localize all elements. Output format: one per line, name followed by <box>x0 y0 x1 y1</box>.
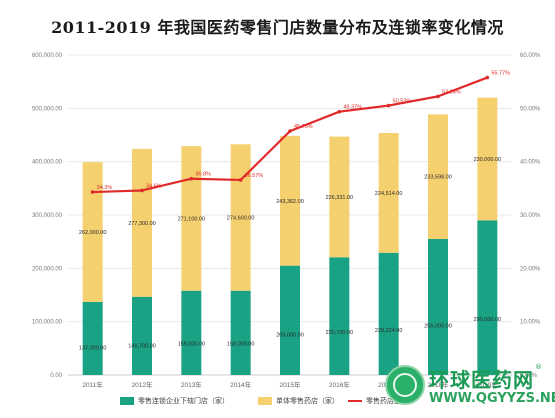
watermark-url: WWW.QGYYZS.NET <box>429 391 555 406</box>
y2-tick-label: 60.00% <box>520 53 541 59</box>
legend-item-chain: 零售连锁企业下辖门店（家） <box>120 393 229 409</box>
y2-tick-label: 40.00% <box>520 160 541 166</box>
data-label-single: 226,331.00 <box>326 195 354 201</box>
data-label-rate: 36.57% <box>245 173 264 179</box>
legend-item-rate: 零售药店连锁率 <box>348 393 415 409</box>
data-label-rate: 50.52% <box>393 99 412 105</box>
data-label-chain: 255,000.00 <box>424 323 452 329</box>
data-label-chain: 146,700.00 <box>128 344 156 350</box>
data-label-chain: 290,000.00 <box>474 317 502 323</box>
bar-chain <box>378 252 399 375</box>
data-label-single: 243,362.00 <box>276 199 304 205</box>
chart-legend: 零售连锁企业下辖门店（家） 单体零售药店（家） 零售药店连锁率 <box>60 393 415 409</box>
point-rate <box>386 103 391 108</box>
data-label-chain: 220,700.00 <box>326 330 354 336</box>
bar-chain <box>181 290 202 375</box>
data-label-single: 277,300.00 <box>128 221 156 227</box>
y-tick-label: 500,000.00 <box>32 106 63 112</box>
x-tick-label: 2019年 <box>477 380 498 389</box>
bar-single <box>82 162 103 302</box>
bar-chain <box>329 257 350 375</box>
bar-single <box>329 136 350 258</box>
data-label-single: 274,600.00 <box>227 216 255 222</box>
bar-single <box>280 135 300 266</box>
watermark: 环球医药网 ® WWW.QGYYZS.NET <box>385 363 555 413</box>
point-rate <box>337 109 342 114</box>
legend-swatch-rate <box>348 400 362 402</box>
data-label-single: 230,000.00 <box>474 157 502 163</box>
y2-tick-label: 0.00% <box>520 373 538 379</box>
y2-tick-label: 30.00% <box>520 213 541 219</box>
x-tick-label: 2013年 <box>181 380 202 389</box>
point-rate <box>90 190 95 194</box>
data-label-single: 262,000.00 <box>79 230 107 236</box>
bar-single <box>428 114 448 239</box>
bar-chain <box>132 296 152 375</box>
data-label-rate: 36.8% <box>195 172 211 178</box>
point-rate <box>436 94 440 99</box>
point-rate <box>189 176 194 181</box>
legend-swatch-chain <box>120 397 134 405</box>
y2-tick-label: 50.00% <box>520 106 541 112</box>
data-label-single: 224,514.00 <box>375 191 403 197</box>
data-label-chain: 158,000.00 <box>178 342 206 348</box>
watermark-logo-icon <box>385 365 425 405</box>
legend-swatch-single <box>258 397 272 405</box>
y-tick-label: 0.00 <box>50 373 62 379</box>
point-rate <box>238 178 243 182</box>
watermark-registered-mark: ® <box>535 363 542 371</box>
data-label-single: 271,100.00 <box>178 216 206 222</box>
data-label-rate: 34.3% <box>97 185 113 191</box>
watermark-name: 环球医药网 <box>429 368 534 392</box>
y-tick-label: 100,000.00 <box>32 320 63 326</box>
bar-chain <box>428 239 448 375</box>
bar-chain <box>280 265 300 375</box>
data-label-rate: 45.73% <box>294 124 313 130</box>
y2-tick-label: 10.00% <box>520 320 541 326</box>
legend-label-rate: 零售药店连锁率 <box>366 398 415 405</box>
bar-single <box>378 133 399 253</box>
bar-chain <box>477 220 498 375</box>
data-label-chain: 205,000.00 <box>276 333 304 339</box>
y-tick-label: 300,000.00 <box>32 213 63 219</box>
x-tick-label: 2015年 <box>280 380 301 389</box>
data-label-chain: 158,000.00 <box>227 342 255 348</box>
data-label-rate: 34.6% <box>146 183 162 189</box>
legend-label-single: 单体零售药店（家） <box>276 398 339 405</box>
legend-item-single: 单体零售药店（家） <box>258 393 339 409</box>
data-label-single: 233,598.00 <box>424 175 452 181</box>
data-label-rate: 49.37% <box>343 105 362 111</box>
point-rate <box>485 75 490 80</box>
data-label-rate: 52.24% <box>442 89 461 95</box>
y-tick-label: 400,000.00 <box>32 160 63 166</box>
x-tick-label: 2014年 <box>230 380 251 389</box>
x-tick-label: 2018年 <box>428 380 449 389</box>
y2-tick-label: 20.00% <box>520 266 541 272</box>
bar-single <box>477 97 498 221</box>
data-label-rate: 55.77% <box>491 71 510 77</box>
bar-chain <box>82 301 103 375</box>
data-label-chain: 229,224.00 <box>375 328 403 334</box>
y-tick-label: 200,000.00 <box>32 266 63 272</box>
point-rate <box>140 188 144 193</box>
x-tick-label: 2016年 <box>329 380 350 389</box>
bar-chain <box>230 290 251 375</box>
legend-label-chain: 零售连锁企业下辖门店（家） <box>138 398 229 405</box>
y-tick-label: 600,000.00 <box>32 53 63 59</box>
bar-single <box>181 146 202 291</box>
point-rate <box>288 129 292 133</box>
x-tick-label: 2011年 <box>82 380 103 389</box>
chart-title: 2011-2019 年我国医药零售门店数量分布及连锁率变化情况 <box>51 18 504 37</box>
data-label-chain: 137,000.00 <box>79 345 107 351</box>
x-tick-label: 2012年 <box>132 380 153 389</box>
bar-single <box>132 148 152 297</box>
